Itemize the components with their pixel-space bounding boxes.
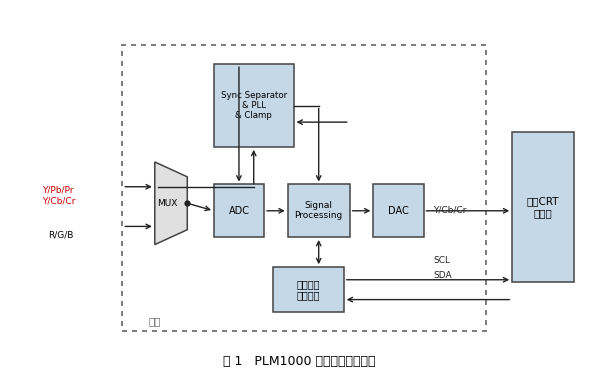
- Bar: [214, 64, 294, 147]
- Text: SCL: SCL: [433, 256, 450, 265]
- Bar: [373, 184, 423, 237]
- Bar: [214, 184, 264, 237]
- Bar: [122, 45, 486, 331]
- Text: Y/Cb/Cr: Y/Cb/Cr: [43, 197, 76, 206]
- Text: DAC: DAC: [388, 206, 409, 216]
- Text: R/G/B: R/G/B: [49, 231, 74, 240]
- Bar: [273, 267, 344, 312]
- Text: 普通CRT
电视机: 普通CRT 电视机: [527, 196, 559, 218]
- Text: Sync Separator
& PLL
& Clamp: Sync Separator & PLL & Clamp: [220, 91, 287, 121]
- Text: 通用串行
总线接口: 通用串行 总线接口: [297, 279, 320, 300]
- Bar: [512, 132, 574, 282]
- Text: 图 1   PLM1000 应用系统设计框图: 图 1 PLM1000 应用系统设计框图: [223, 354, 376, 367]
- Text: SDA: SDA: [433, 271, 452, 280]
- Text: MUX: MUX: [157, 199, 177, 208]
- Bar: [288, 184, 350, 237]
- Polygon shape: [155, 162, 187, 245]
- Text: Y/Pb/Pr: Y/Pb/Pr: [43, 185, 74, 195]
- Text: 芯片: 芯片: [149, 316, 161, 327]
- Text: ADC: ADC: [228, 206, 249, 216]
- Text: Y/Cb/Cr: Y/Cb/Cr: [433, 205, 467, 215]
- Text: Signal
Processing: Signal Processing: [295, 201, 343, 220]
